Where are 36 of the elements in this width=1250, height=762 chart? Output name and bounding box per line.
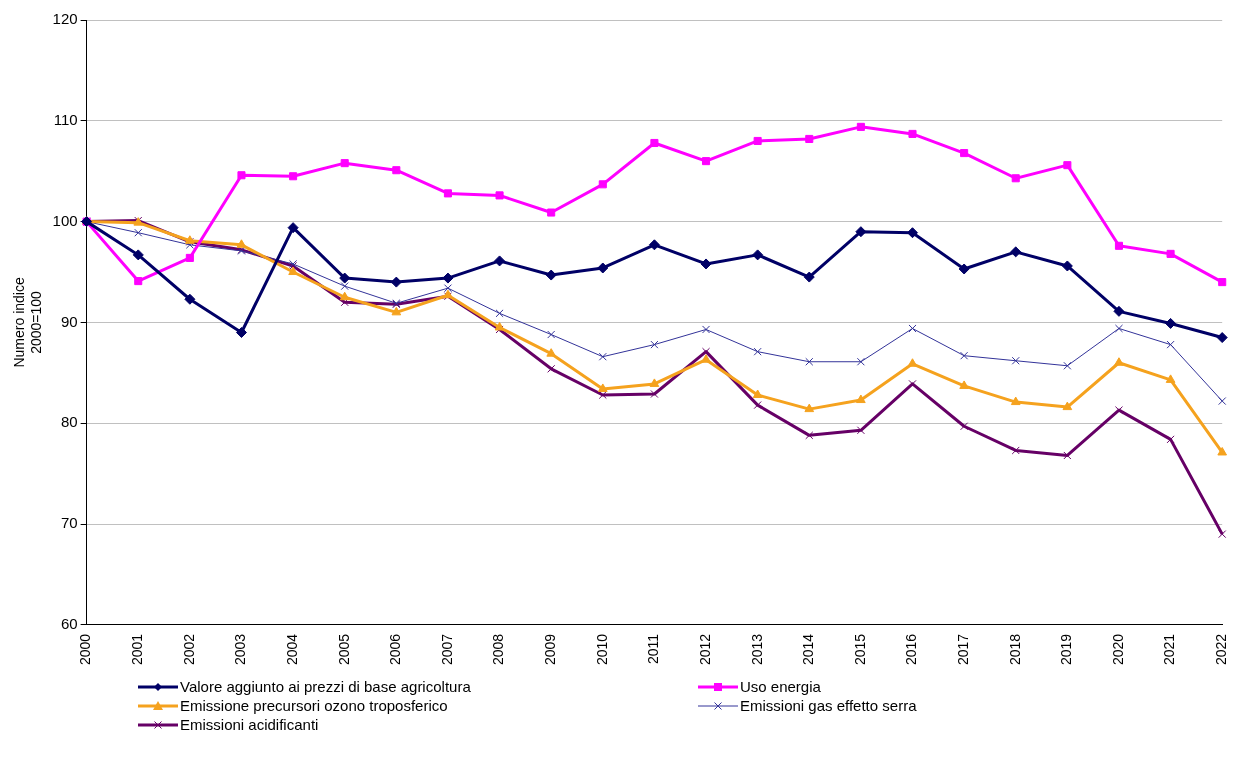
x-tick-label: 2001	[129, 633, 146, 666]
y-tick-label: 110	[53, 110, 78, 128]
y-tick-label: 60	[60, 615, 78, 632]
y-tick-label: 120	[52, 10, 78, 28]
x-tick-label: 2018	[1006, 633, 1023, 666]
y-tick-label: 100	[52, 211, 78, 229]
x-tick-label: 2022	[1213, 633, 1230, 666]
y-tick-label: 90	[60, 312, 78, 330]
x-tick-label: 2014	[800, 633, 817, 666]
x-tick-label: 2019	[1058, 633, 1075, 666]
x-tick-label: 2005	[335, 633, 352, 666]
x-tick-label: 2009	[542, 633, 559, 666]
y-tick-label: 80	[60, 413, 78, 431]
x-tick-label: 2011	[645, 633, 662, 664]
x-tick-label: 2015	[851, 633, 868, 666]
legend-label: Valore aggiunto ai prezzi di base agricoltura	[180, 678, 471, 695]
x-tick-label: 2006	[387, 633, 404, 666]
x-tick-label: 2004	[283, 633, 300, 666]
x-tick-label: 2016	[903, 633, 920, 666]
x-tick-label: 2010	[593, 633, 610, 666]
x-tick-label: 2000	[77, 633, 94, 666]
y-axis-title: Numero indice 2000=100	[11, 277, 45, 368]
x-tick-label: 2012	[696, 633, 713, 666]
x-tick-label: 2002	[180, 633, 197, 666]
legend-label: Emissioni acidificanti	[180, 716, 319, 733]
x-tick-label: 2017	[954, 633, 971, 666]
legend-label: Emissioni gas effetto serra	[740, 697, 917, 714]
legend-label: Emissione precursori ozono troposferico	[180, 697, 448, 714]
x-tick-label: 2020	[1109, 633, 1126, 666]
x-tick-label: 2008	[490, 633, 507, 666]
y-tick-label: 70	[60, 514, 78, 532]
x-tick-label: 2007	[438, 633, 455, 666]
x-tick-label: 2021	[1161, 633, 1178, 666]
legend-label: Uso energia	[740, 678, 821, 695]
x-tick-label: 2003	[232, 633, 249, 666]
x-tick-label: 2013	[748, 633, 765, 666]
